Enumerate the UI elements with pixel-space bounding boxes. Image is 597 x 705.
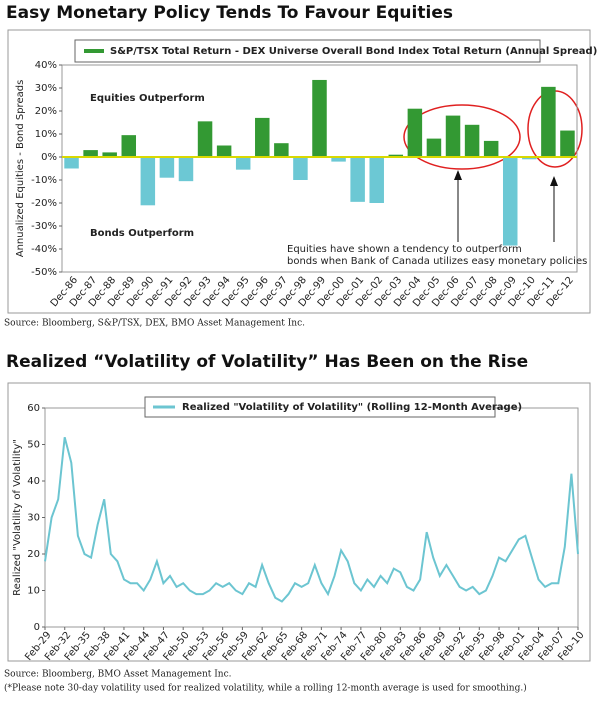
y-tick-label: -30%: [31, 221, 57, 232]
y-tick-label: 30%: [35, 83, 57, 94]
bar: [502, 157, 518, 246]
note: (*Please note 30-day volatility used for…: [4, 683, 527, 694]
source: Source: Bloomberg, S&P/TSX, DEX, BMO Ass…: [4, 319, 305, 329]
bar: [369, 157, 384, 203]
y-tick-label: 50: [27, 440, 40, 451]
annotation: Equities Outperform: [90, 93, 205, 104]
y-tick-label: 60: [27, 403, 40, 414]
y-tick-label: 40: [27, 476, 40, 487]
source: Source: Bloomberg, BMO Asset Management …: [4, 670, 232, 680]
y-tick-label: 20: [27, 549, 40, 560]
legend-box: [74, 39, 541, 63]
bar: [331, 157, 346, 162]
bar: [426, 138, 442, 157]
bar: [464, 124, 480, 157]
annotation: Bonds Outperform: [90, 228, 194, 239]
y-tick-label: 10: [27, 586, 40, 597]
plot-area: [44, 407, 579, 628]
annotation: Equities have shown a tendency to outper…: [287, 244, 522, 255]
bar: [83, 150, 98, 157]
bar: [235, 157, 251, 170]
plot-area: [61, 64, 578, 273]
bar: [178, 157, 194, 182]
legend-label: S&P/TSX Total Return - DEX Universe Over…: [110, 46, 597, 57]
frame: [7, 382, 591, 662]
bar: [541, 86, 556, 157]
y-tick-label: -40%: [31, 244, 57, 255]
line-series: [44, 436, 579, 603]
bar: [197, 121, 213, 157]
bar: [407, 108, 423, 157]
y-axis-label: Annualized Equities - Bond Spreads: [15, 80, 26, 258]
y-tick-label: -20%: [31, 198, 57, 209]
legend-label: Realized "Volatility of Volatility" (Rol…: [182, 402, 522, 413]
bar: [140, 157, 156, 206]
bar: [350, 157, 365, 202]
bar: [312, 79, 327, 157]
bar: [64, 157, 79, 169]
chart-title: Easy Monetary Policy Tends To Favour Equ…: [6, 3, 453, 23]
highlight-circle: [403, 104, 521, 170]
y-tick-label: -50%: [31, 267, 57, 278]
y-tick-label: -10%: [31, 175, 57, 186]
frame: [7, 29, 591, 314]
bar: [121, 135, 137, 157]
y-tick-label: 0: [34, 622, 40, 633]
y-tick-label: 10%: [35, 129, 57, 140]
annotation: bonds when Bank of Canada utilizes easy …: [287, 256, 587, 267]
chart-title: Realized “Volatility of Volatility” Has …: [6, 352, 528, 372]
y-tick-label: 30: [27, 513, 40, 524]
arrow-head: [454, 170, 462, 180]
y-tick-label: 0%: [41, 152, 57, 163]
bar: [102, 152, 117, 157]
bar: [255, 117, 270, 157]
bar: [216, 145, 232, 157]
bar: [388, 154, 404, 157]
bar: [293, 157, 308, 180]
bar: [159, 157, 175, 178]
bar: [445, 115, 461, 157]
legend-box: [144, 396, 496, 418]
y-axis-label: Realized "Volatility of Volatility": [12, 439, 23, 596]
bar: [522, 157, 537, 160]
y-tick-label: 40%: [35, 60, 57, 71]
bar: [274, 143, 289, 157]
y-tick-label: 20%: [35, 106, 57, 117]
arrow-head: [550, 176, 558, 186]
bar: [560, 130, 575, 157]
bar: [483, 140, 499, 157]
